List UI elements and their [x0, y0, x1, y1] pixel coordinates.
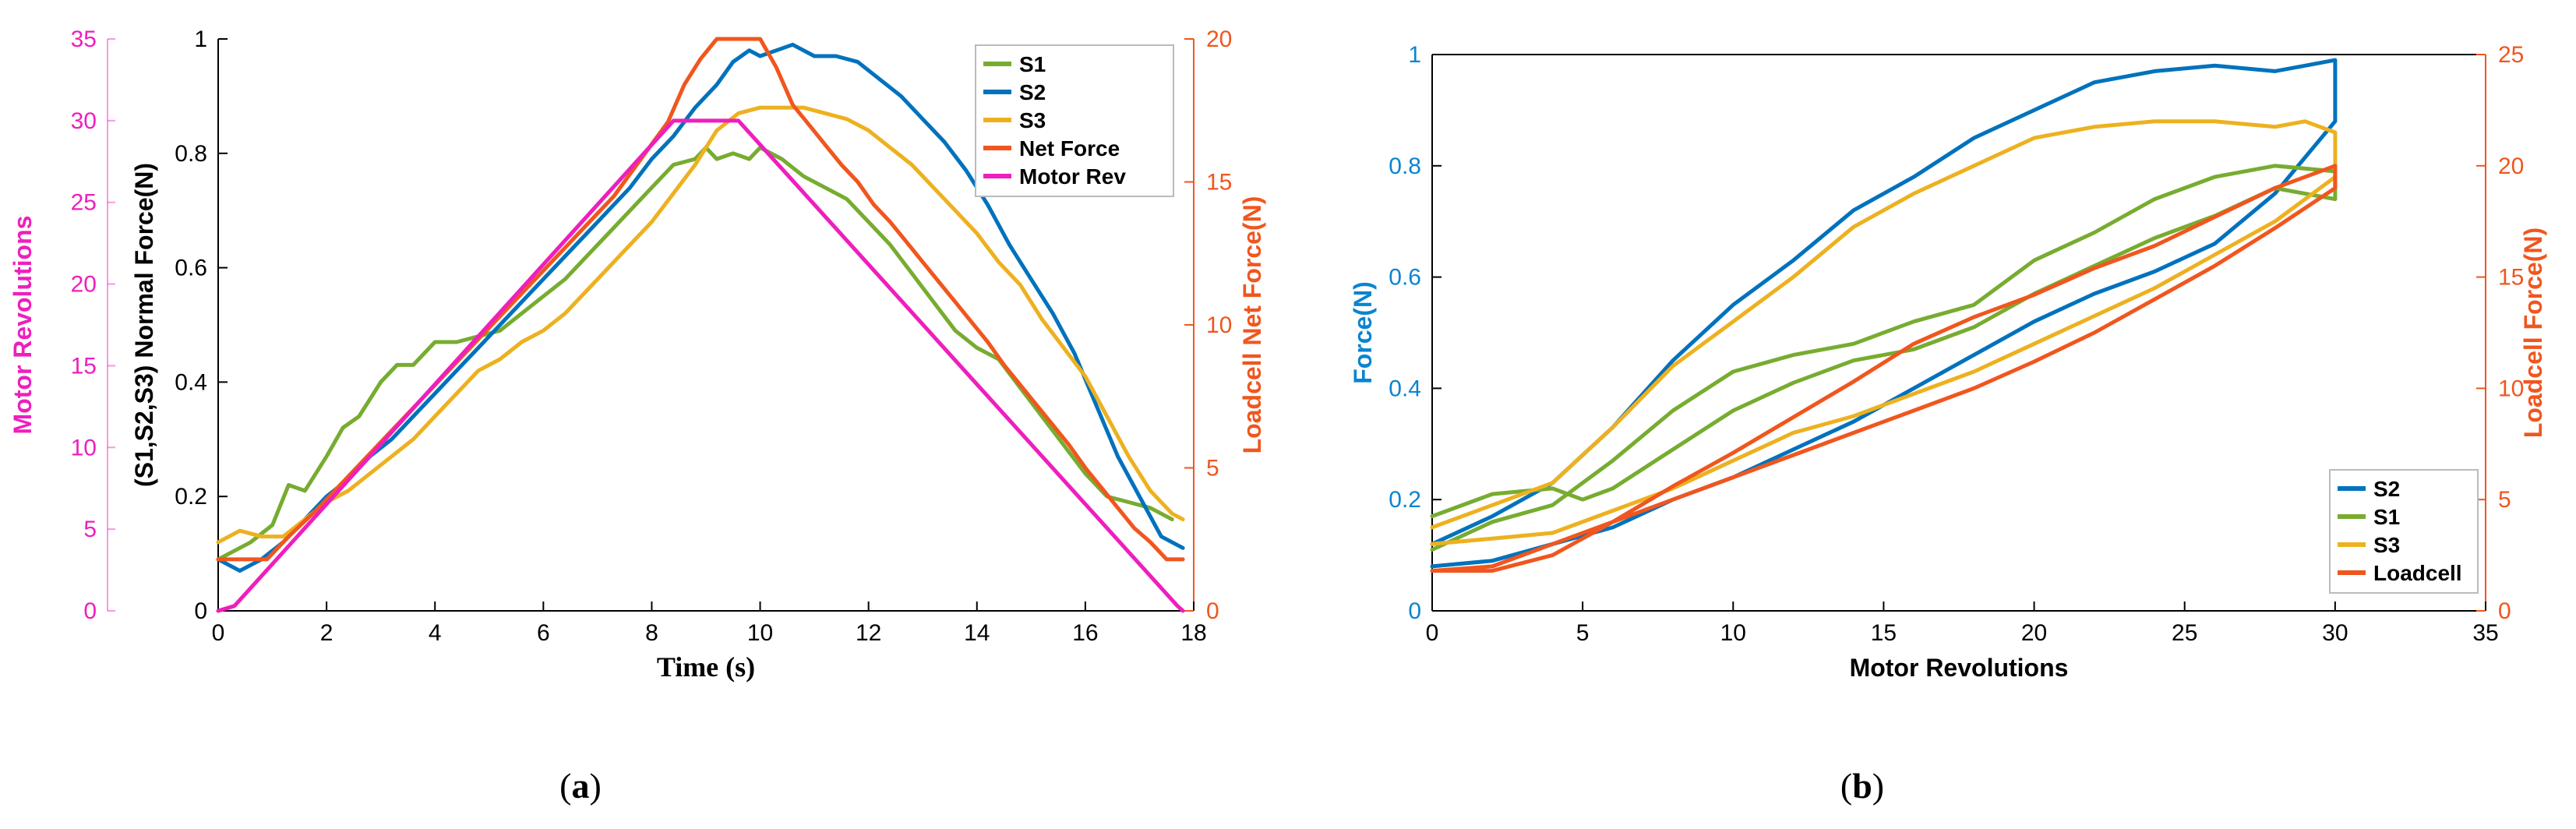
y-far-left-axis-title: Motor Revolutions: [9, 216, 37, 435]
x-tick-label: 12: [856, 620, 881, 646]
legend-label: Loadcell: [2373, 561, 2462, 585]
x-tick-label: 20: [2021, 620, 2047, 646]
panel-b-letter: b: [1852, 766, 1872, 806]
x-tick-label: 6: [537, 620, 550, 646]
y-right-tick-label: 15: [1206, 170, 1232, 196]
y-right-tick-label: 0: [1206, 598, 1219, 624]
legend-label: S2: [2373, 477, 2400, 501]
chart-panel-b: 0 5 10 15 20 25 30 3500.20.40.60.810510152025Mo…: [1349, 42, 2547, 682]
x-tick-label: 18: [1180, 620, 1206, 646]
legend-label: S3: [1019, 108, 1046, 132]
x-tick-label: 4: [429, 620, 442, 646]
series-line-s1: [216, 146, 1174, 562]
legend-label: S3: [2373, 533, 2400, 557]
series-line-motor-rev: [216, 118, 1185, 613]
y-right-tick-label: 25: [2498, 42, 2524, 68]
legend: S1 S2 S3 Net Force Motor Rev: [975, 44, 1174, 197]
y-left-tick-label: 1: [194, 26, 207, 52]
y-right-tick-label: 5: [1206, 456, 1219, 482]
series-line-s1: [1430, 164, 2338, 552]
x-tick-label: 0: [1426, 620, 1439, 646]
legend: S2 S1 S3 Loadcell: [2329, 469, 2479, 594]
y-right-tick-label: 10: [2498, 376, 2524, 401]
y-far-left-tick-label: 30: [71, 108, 97, 134]
y-left-tick-label: 0.8: [175, 141, 207, 167]
y-far-left-tick-label: 5: [83, 517, 97, 542]
y-far-left-tick-label: 10: [71, 435, 97, 460]
x-tick-label: 10: [1720, 620, 1746, 646]
legend-label: Net Force: [1019, 136, 1120, 161]
y-right-tick-label: 20: [1206, 26, 1232, 52]
series-line-s3: [216, 105, 1185, 545]
legend-label: S2: [1019, 80, 1046, 104]
y-right-axis-title: Loadcell Force(N): [2519, 228, 2547, 438]
y-right-axis-title: Loadcell Net Force(N): [1238, 196, 1266, 454]
y-left-tick-label: 0.6: [1389, 265, 1421, 291]
y-left-tick-label: 0: [1408, 598, 1421, 624]
x-tick-label: 35: [2472, 620, 2498, 646]
y-left-tick-label: 0: [194, 598, 207, 624]
y-left-tick-label: 0.8: [1389, 153, 1421, 179]
y-far-left-tick-label: 35: [71, 26, 97, 52]
y-left-tick-label: 0.6: [175, 256, 207, 281]
series-line-s2: [216, 42, 1185, 573]
y-left-tick-label: 0.4: [175, 369, 207, 395]
y-right-tick-label: 20: [2498, 153, 2524, 179]
y-far-left-tick-label: 20: [71, 272, 97, 298]
panel-a-caption: (a): [559, 766, 602, 806]
x-tick-label: 8: [645, 620, 658, 646]
x-tick-label: 14: [964, 620, 990, 646]
y-left-tick-label: 1: [1408, 42, 1421, 68]
legend-label: S1: [1019, 52, 1046, 76]
x-tick-label: 15: [1871, 620, 1897, 646]
x-tick-label: 2: [320, 620, 333, 646]
y-left-tick-label: 0.2: [175, 484, 207, 510]
x-tick-label: 5: [1576, 620, 1590, 646]
x-tick-label: 10: [747, 620, 773, 646]
x-tick-label: 30: [2322, 620, 2348, 646]
series-line-loadcell: [1430, 164, 2338, 573]
series-line-s3: [1430, 119, 2338, 546]
chart-panel-a: 0 2 4 6 8 10 12 14 16 1800.20.40.60.8105101520051…: [9, 26, 1266, 683]
y-far-left-tick-label: 0: [83, 598, 97, 624]
x-tick-label: 25: [2172, 620, 2197, 646]
x-tick-label: 0: [212, 620, 225, 646]
y-right-tick-label: 10: [1206, 312, 1232, 338]
y-left-axis-title: (S1,S2,S3) Normal Force(N): [130, 163, 158, 487]
y-far-left-tick-label: 15: [71, 353, 97, 379]
panel-a-letter: a: [572, 766, 590, 806]
legend-label: Motor Rev: [1019, 164, 1126, 189]
x-axis-title: Time (s): [657, 651, 755, 683]
panel-b-caption: (b): [1840, 766, 1884, 806]
y-right-tick-label: 15: [2498, 265, 2524, 291]
series-line-s2: [1430, 58, 2338, 569]
x-tick-label: 16: [1072, 620, 1098, 646]
y-right-tick-label: 5: [2498, 487, 2511, 513]
y-right-tick-label: 0: [2498, 598, 2511, 624]
x-axis-title: Motor Revolutions: [1850, 654, 2069, 682]
y-left-tick-label: 0.2: [1389, 487, 1421, 513]
y-left-axis-title: Force(N): [1349, 281, 1377, 384]
y-left-tick-label: 0.4: [1389, 376, 1421, 401]
y-far-left-tick-label: 25: [71, 190, 97, 216]
legend-label: S1: [2373, 505, 2400, 529]
